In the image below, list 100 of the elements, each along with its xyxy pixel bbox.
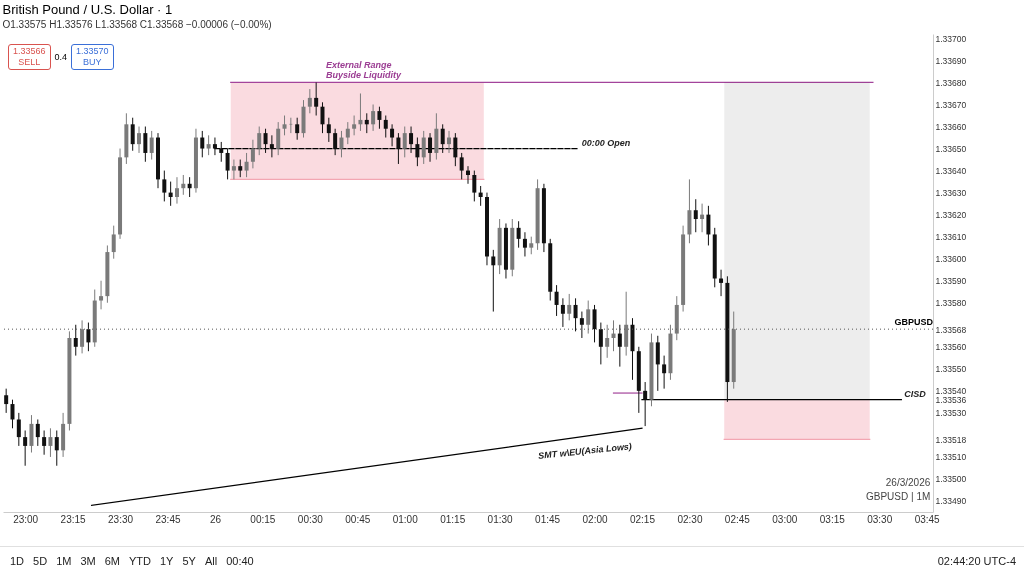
x-tick-label: 02:15 bbox=[629, 513, 656, 525]
x-tick-label: 03:30 bbox=[867, 513, 893, 525]
text: 6M bbox=[104, 554, 120, 567]
candlestick bbox=[301, 99, 306, 139]
candlestick bbox=[231, 159, 236, 180]
chart-title: British Pound / U.S. Dollar · 1 bbox=[2, 2, 173, 17]
text: 5Y bbox=[182, 554, 196, 567]
y-tick-label: 1.33620 bbox=[935, 210, 967, 221]
candlestick bbox=[674, 295, 679, 341]
candlestick bbox=[725, 275, 730, 403]
y-tick-label: 1.33560 bbox=[935, 342, 967, 353]
x-tick-label: 26 bbox=[209, 513, 222, 525]
candlestick bbox=[326, 117, 331, 143]
x-tick-label: 23:30 bbox=[108, 513, 134, 525]
candlestick bbox=[554, 284, 559, 317]
text: 5D bbox=[33, 554, 48, 567]
candlestick bbox=[16, 412, 21, 447]
candlestick bbox=[573, 297, 578, 332]
y-tick-label: 1.33530 bbox=[935, 408, 967, 419]
text: All bbox=[204, 554, 218, 567]
chart-subtitle: O1.33575 H1.33576 L1.33568 C1.33568 −0.00006 (−0.00%) bbox=[2, 19, 272, 30]
annotation: 1.33570 bbox=[76, 46, 109, 57]
candlestick bbox=[693, 198, 698, 233]
y-tick-label: 1.33518 bbox=[935, 434, 967, 445]
candlestick bbox=[92, 289, 97, 348]
candlestick bbox=[548, 238, 553, 302]
candlestick bbox=[706, 205, 711, 246]
candlestick bbox=[225, 148, 230, 180]
candlestick bbox=[510, 218, 515, 277]
candlestick bbox=[80, 319, 85, 354]
candlestick bbox=[143, 126, 148, 163]
y-tick-label: 1.33690 bbox=[935, 55, 967, 66]
candlestick bbox=[289, 117, 293, 134]
annotation: 1.33566 bbox=[13, 46, 46, 57]
y-tick-label: 1.33650 bbox=[935, 144, 967, 155]
y-tick-label: 1.33500 bbox=[935, 474, 967, 485]
candlestick bbox=[681, 225, 686, 313]
candlestick bbox=[636, 346, 641, 414]
annotation: SMT w\EU(Asia Lows) bbox=[537, 441, 633, 461]
text: 02:44:20 UTC-4 bbox=[937, 554, 1016, 567]
y-tick-label: 1.33540 bbox=[935, 386, 967, 397]
candlestick bbox=[61, 412, 66, 458]
candlestick bbox=[421, 130, 426, 165]
candlestick bbox=[269, 134, 274, 158]
candlestick bbox=[447, 130, 452, 154]
y-tick-label: 1.33568 bbox=[935, 324, 967, 335]
text: 3M bbox=[80, 554, 96, 567]
candlestick bbox=[105, 244, 110, 304]
candlestick bbox=[484, 192, 489, 266]
candlestick bbox=[42, 430, 47, 456]
candlestick bbox=[598, 322, 603, 365]
candlestick bbox=[415, 137, 420, 167]
candlestick bbox=[643, 381, 648, 427]
candlestick bbox=[617, 324, 622, 368]
candlestick bbox=[662, 355, 667, 390]
candlestick bbox=[282, 115, 287, 136]
candlestick bbox=[124, 112, 129, 165]
y-tick-label: 1.33700 bbox=[935, 33, 967, 44]
x-tick-label: 00:15 bbox=[250, 513, 276, 525]
candlestick bbox=[453, 132, 458, 167]
text: YTD bbox=[128, 554, 151, 567]
candlestick bbox=[402, 126, 407, 158]
candlestick bbox=[156, 132, 160, 189]
candlestick bbox=[371, 103, 376, 132]
candlestick bbox=[731, 311, 736, 390]
y-tick-label: 1.33630 bbox=[935, 188, 967, 199]
candlestick bbox=[541, 183, 546, 253]
candlestick bbox=[333, 128, 338, 156]
candlestick bbox=[579, 311, 584, 339]
candlestick bbox=[390, 123, 395, 147]
candlestick bbox=[339, 130, 344, 158]
text: 1D bbox=[10, 554, 25, 567]
x-tick-label: 02:30 bbox=[677, 513, 703, 525]
y-tick-label: 1.33490 bbox=[935, 496, 967, 507]
candlestick bbox=[630, 317, 635, 381]
candlestick bbox=[649, 333, 654, 407]
annotation: BUY bbox=[82, 57, 103, 68]
annotation: SELL bbox=[17, 57, 42, 68]
candlestick bbox=[428, 132, 433, 163]
x-tick-label: 23:00 bbox=[13, 513, 39, 525]
annotation: Buyside Liquidity bbox=[326, 70, 402, 80]
candlestick bbox=[712, 227, 717, 288]
x-tick-label: 01:00 bbox=[392, 513, 419, 525]
candlestick bbox=[67, 330, 72, 431]
candlestick bbox=[250, 139, 255, 169]
candlestick bbox=[149, 130, 154, 161]
x-tick-label: 03:00 bbox=[772, 513, 798, 525]
candlestick bbox=[23, 430, 28, 467]
x-tick-label: 00:30 bbox=[297, 513, 324, 525]
candlestick bbox=[503, 222, 508, 280]
candlestick bbox=[48, 427, 53, 458]
x-tick-label: 00:45 bbox=[345, 513, 371, 525]
candlestick bbox=[586, 300, 591, 335]
candlestick bbox=[35, 418, 40, 447]
y-tick-label: 1.33640 bbox=[935, 166, 967, 177]
candlestick bbox=[459, 152, 464, 180]
annotation: CISD bbox=[904, 388, 927, 399]
candlestick bbox=[244, 152, 249, 178]
candlestick bbox=[491, 249, 496, 313]
candlestick bbox=[200, 130, 205, 158]
